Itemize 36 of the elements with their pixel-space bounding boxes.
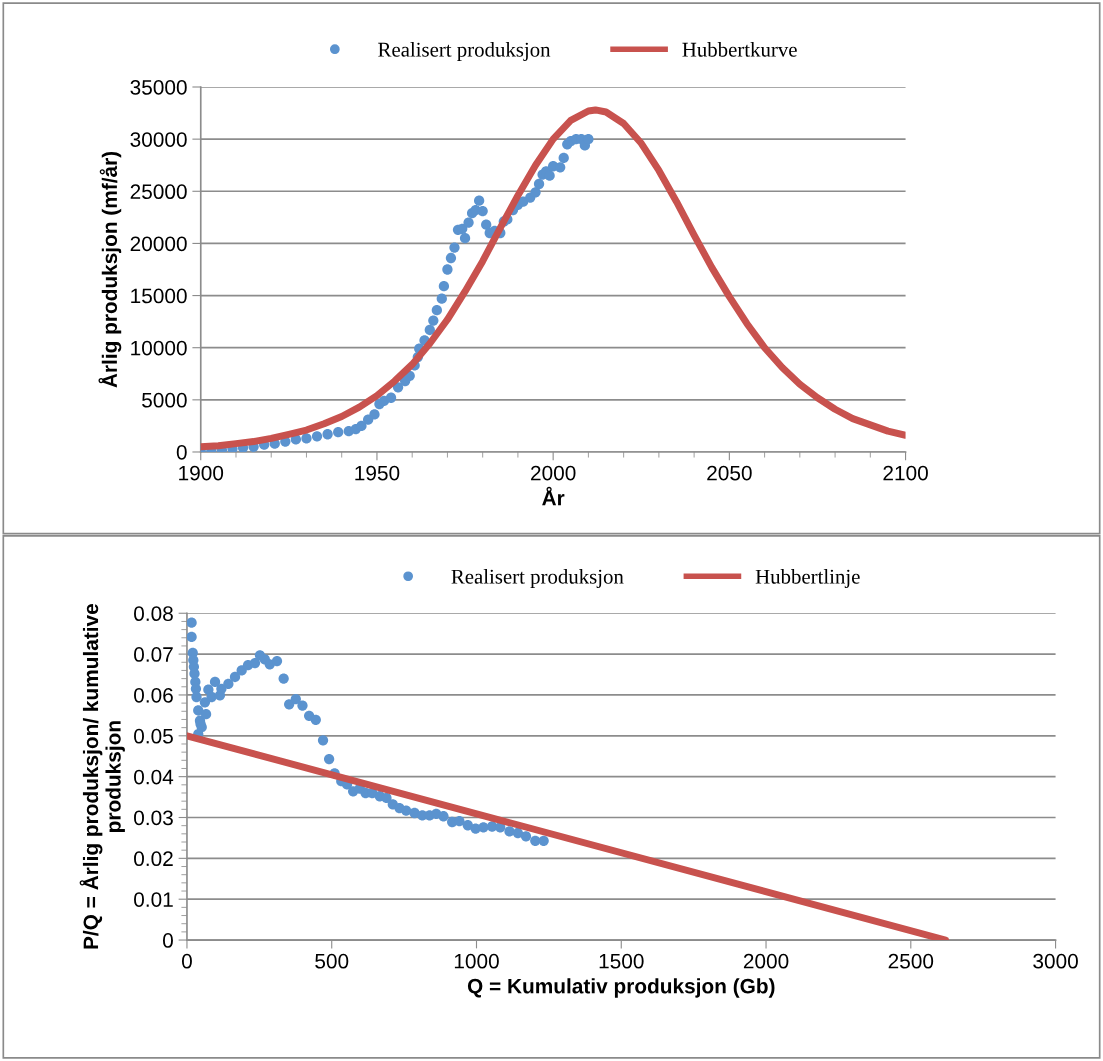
x-axis-title: Q = Kumulativ produksjon (Gb) (467, 978, 775, 998)
x-tick-label: 3000 (1033, 953, 1078, 969)
y-tick-label: 0.02 (134, 851, 173, 867)
y-tick-label: 30000 (130, 132, 187, 147)
legend-label: Realisert produksjon (451, 569, 624, 588)
y-tick-label: 0.07 (134, 647, 173, 662)
x-tick-label: 500 (315, 953, 349, 969)
y-tick-label: 5000 (142, 392, 187, 408)
y-tick-label: 0.06 (134, 687, 173, 703)
x-tick-label: 1950 (355, 465, 400, 481)
y-tick-label: 25000 (130, 184, 187, 200)
legend-label: Hubbertkurve (682, 42, 797, 57)
y-tick-label: 0.08 (134, 606, 173, 622)
x-axis-title: År (542, 486, 565, 506)
y-tick-label: 0 (162, 933, 173, 948)
x-tick-label: 2000 (531, 465, 576, 481)
x-tick-label: 1500 (599, 953, 644, 969)
y-tick-label: 20000 (130, 236, 187, 252)
y-axis-title: P/Q = Årlig produksjon/ kumulative produksjon (79, 604, 125, 949)
y-tick-label: 35000 (130, 80, 187, 95)
y-tick-label: 0.03 (134, 810, 173, 826)
legend-label: Hubbertlinje (755, 569, 860, 588)
x-tick-label: 2100 (883, 465, 928, 481)
y-tick-label: 0.01 (134, 892, 173, 907)
y-tick-label: 0.05 (134, 728, 173, 744)
x-tick-label: 2000 (743, 953, 789, 969)
y-tick-label: 0.04 (134, 769, 174, 785)
y-tick-label: 0 (176, 444, 187, 460)
y-axis-title: Årlig produksjon (mf/år) (98, 151, 122, 388)
x-tick-label: 1000 (454, 953, 499, 969)
legend-label: Realisert produksjon (378, 42, 551, 61)
x-tick-label: 2500 (888, 953, 934, 969)
x-tick-label: 2050 (707, 465, 752, 481)
x-tick-label: 1900 (179, 465, 224, 481)
y-tick-label: 15000 (131, 288, 187, 304)
y-tick-label: 10000 (131, 340, 187, 356)
